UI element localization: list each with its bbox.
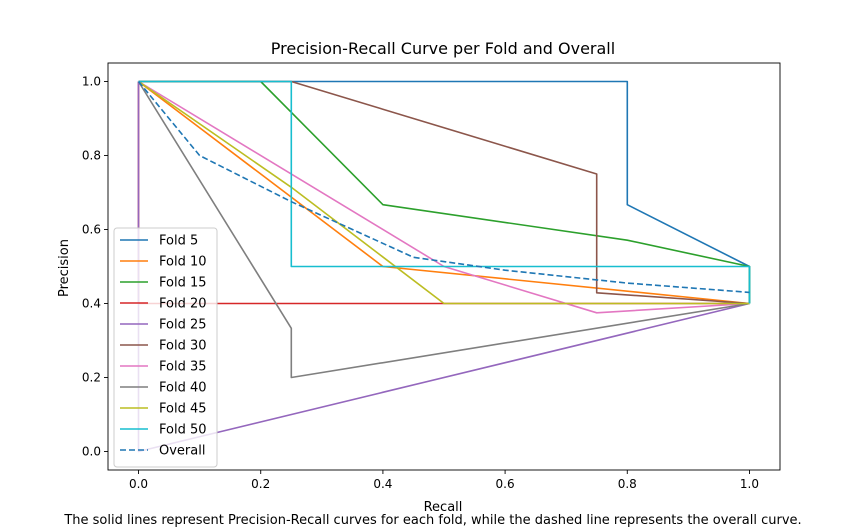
legend-label: Fold 5 (159, 234, 198, 249)
legend-label: Fold 45 (159, 402, 207, 417)
y-tick-label: 0.0 (82, 445, 101, 459)
series-line-fold-10 (138, 80, 750, 305)
series-line-fold-20 (137, 81, 750, 305)
plot-area (137, 80, 751, 453)
y-tick-label: 1.0 (82, 75, 101, 89)
legend-label: Fold 50 (159, 423, 207, 438)
legend-label: Fold 35 (159, 360, 207, 375)
series-line-fold-40 (137, 81, 750, 379)
series-line-overall (137, 80, 750, 294)
legend-label: Fold 10 (159, 255, 207, 270)
plot-frame (107, 62, 781, 471)
x-tick-label: 1.0 (740, 477, 759, 491)
series-line-fold-35 (138, 80, 750, 314)
y-tick-label: 0.4 (82, 297, 101, 311)
legend-label: Fold 15 (159, 276, 207, 291)
x-tick-label: 0.6 (496, 477, 515, 491)
x-tick-label: 0.2 (251, 477, 270, 491)
series-line-fold-5 (138, 80, 751, 304)
x-tick-label: 0.4 (373, 477, 392, 491)
figure-caption: The solid lines represent Precision-Reca… (64, 513, 802, 528)
legend-label: Fold 40 (159, 381, 207, 396)
axes: 0.0 0.2 0.4 0.6 0.8 1.0 0.0 0.2 0.4 0.6 0.8 1.0 (82, 62, 781, 491)
y-tick-label: 0.8 (82, 149, 101, 163)
x-tick-label: 0.8 (618, 477, 637, 491)
series-line-fold-30 (138, 80, 750, 305)
legend-label: Fold 25 (159, 318, 207, 333)
series-line-fold-15 (138, 80, 751, 304)
chart-title: Precision-Recall Curve per Fold and Over… (271, 39, 615, 58)
y-axis-label: Precision (57, 239, 72, 297)
series-line-fold-50 (138, 80, 751, 304)
legend-label: Fold 30 (159, 339, 207, 354)
x-tick-label: 0.0 (129, 477, 148, 491)
series-line-fold-45 (138, 80, 750, 305)
legend-label: Overall (159, 444, 205, 459)
legend: Fold 5 Fold 10 Fold 15 Fold 20 Fold 25 Fold 3… (113, 227, 218, 468)
x-axis-label: Recall (424, 500, 463, 515)
y-tick-label: 0.2 (82, 371, 101, 385)
y-tick-label: 0.6 (82, 223, 101, 237)
legend-label: Fold 20 (159, 297, 207, 312)
